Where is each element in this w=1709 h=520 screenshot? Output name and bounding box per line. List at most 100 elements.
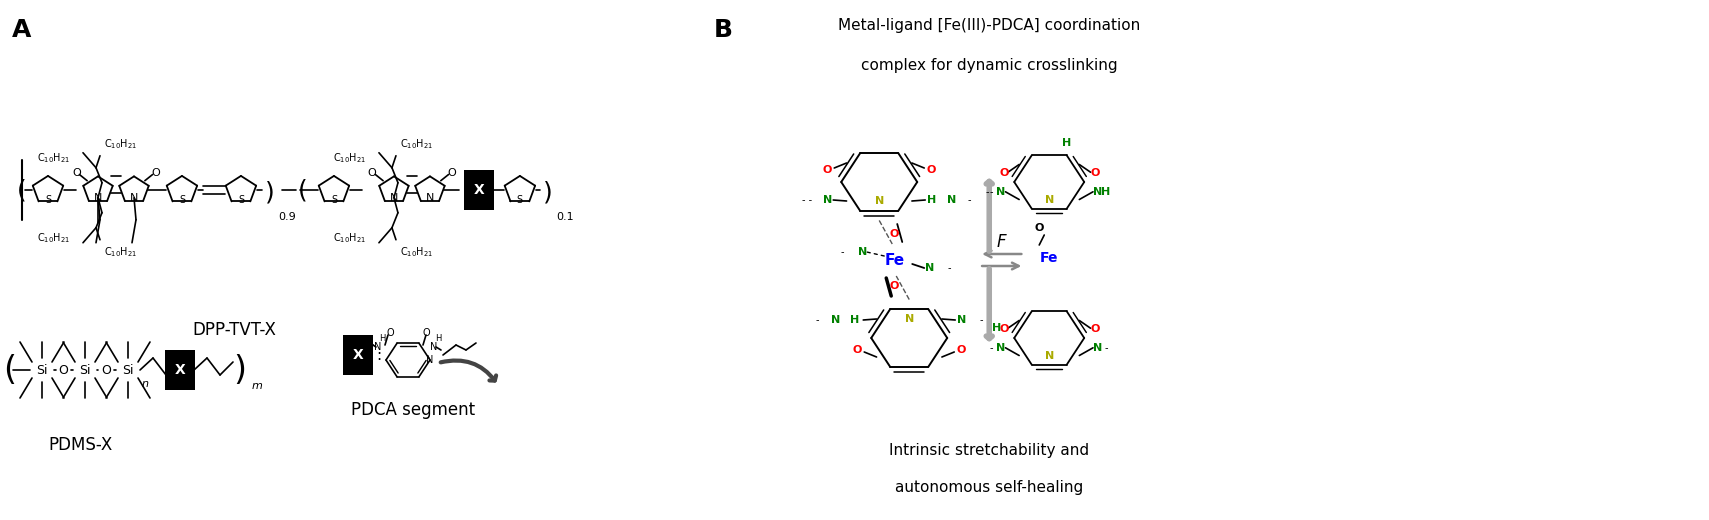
Text: ): ) <box>234 354 246 386</box>
Text: m: m <box>251 381 263 391</box>
Text: Fe: Fe <box>884 253 904 267</box>
Text: N: N <box>822 195 832 205</box>
Text: X: X <box>473 183 484 197</box>
Text: N: N <box>1044 194 1054 204</box>
Text: O: O <box>1090 324 1099 334</box>
Text: O: O <box>890 229 899 239</box>
FancyBboxPatch shape <box>463 170 494 210</box>
Text: N: N <box>1094 343 1102 353</box>
Text: $\mathrm{C_{10}H_{21}}$: $\mathrm{C_{10}H_{21}}$ <box>333 151 366 165</box>
Text: -: - <box>990 187 993 197</box>
Text: S: S <box>332 195 337 205</box>
Text: O: O <box>890 281 899 291</box>
Text: O: O <box>448 168 456 178</box>
Text: Si: Si <box>123 363 133 376</box>
Text: N: N <box>390 193 398 203</box>
Text: Si: Si <box>79 363 91 376</box>
Text: O: O <box>1034 223 1044 233</box>
Text: autonomous self-healing: autonomous self-healing <box>896 480 1084 495</box>
Text: O: O <box>1000 324 1008 334</box>
Text: N: N <box>904 314 914 324</box>
Text: N: N <box>875 196 884 206</box>
Text: $\mathrm{C_{10}H_{21}}$: $\mathrm{C_{10}H_{21}}$ <box>400 245 434 258</box>
Text: 0.1: 0.1 <box>555 212 574 222</box>
Text: A: A <box>12 18 31 42</box>
Text: N: N <box>858 247 866 257</box>
Text: H: H <box>849 315 860 325</box>
Text: O: O <box>72 168 80 178</box>
Text: Intrinsic stretchability and: Intrinsic stretchability and <box>889 443 1089 458</box>
Text: N: N <box>374 342 381 352</box>
Text: H: H <box>926 195 937 205</box>
FancyBboxPatch shape <box>166 350 195 390</box>
Text: X: X <box>352 348 364 362</box>
Text: O: O <box>152 168 161 178</box>
Text: X: X <box>174 363 185 377</box>
Text: H: H <box>993 322 1001 332</box>
Text: N: N <box>426 355 434 365</box>
Text: - -: - - <box>802 195 812 205</box>
Text: $\mathrm{C_{10}H_{21}}$: $\mathrm{C_{10}H_{21}}$ <box>36 151 70 165</box>
Text: (: ( <box>3 354 17 386</box>
Text: Metal-ligand [Fe(III)-PDCA] coordination: Metal-ligand [Fe(III)-PDCA] coordination <box>837 18 1140 33</box>
Text: :: : <box>376 347 381 362</box>
Text: Fe: Fe <box>1041 251 1058 265</box>
Text: S: S <box>516 195 523 205</box>
FancyArrowPatch shape <box>986 269 993 339</box>
Text: S: S <box>238 195 244 205</box>
Text: $\mathrm{C_{10}H_{21}}$: $\mathrm{C_{10}H_{21}}$ <box>104 245 137 258</box>
Text: H: H <box>1061 138 1072 148</box>
Text: N: N <box>996 187 1005 197</box>
Text: -: - <box>990 343 993 353</box>
Text: O: O <box>853 345 861 355</box>
Text: O: O <box>58 363 68 376</box>
Text: H: H <box>1101 187 1111 197</box>
Text: -: - <box>979 315 983 325</box>
Text: (: ( <box>17 178 27 202</box>
Text: complex for dynamic crosslinking: complex for dynamic crosslinking <box>861 58 1118 73</box>
Text: -: - <box>967 195 971 205</box>
Text: N: N <box>426 193 434 203</box>
Text: DPP-TVT-X: DPP-TVT-X <box>191 321 275 339</box>
FancyArrowPatch shape <box>441 360 496 381</box>
Text: -: - <box>841 247 844 257</box>
Text: PDMS-X: PDMS-X <box>48 436 113 454</box>
Text: S: S <box>44 195 51 205</box>
Text: O: O <box>926 165 937 175</box>
Text: O: O <box>386 328 393 338</box>
Text: -: - <box>984 187 990 197</box>
Text: N: N <box>925 263 933 273</box>
Text: O: O <box>957 345 966 355</box>
Text: ): ) <box>543 180 552 204</box>
Text: O: O <box>367 168 376 178</box>
Text: H: H <box>434 333 441 343</box>
Text: $\mathrm{C_{10}H_{21}}$: $\mathrm{C_{10}H_{21}}$ <box>36 231 70 244</box>
Text: O: O <box>822 165 832 175</box>
FancyArrowPatch shape <box>984 251 1022 257</box>
Text: N: N <box>1094 187 1102 197</box>
Text: 0.9: 0.9 <box>279 212 296 222</box>
Text: O: O <box>1090 168 1099 178</box>
Text: S: S <box>179 195 185 205</box>
FancyArrowPatch shape <box>983 263 1019 269</box>
Text: ): ) <box>265 180 275 204</box>
Text: N: N <box>831 315 839 325</box>
Text: O: O <box>422 328 429 338</box>
Text: -: - <box>947 263 950 273</box>
Text: O: O <box>1000 168 1008 178</box>
Text: N: N <box>1044 350 1054 360</box>
Text: F: F <box>996 233 1007 251</box>
Text: PDCA segment: PDCA segment <box>350 401 475 419</box>
Text: $\mathrm{C_{10}H_{21}}$: $\mathrm{C_{10}H_{21}}$ <box>333 231 366 244</box>
Text: N: N <box>996 343 1005 353</box>
Text: n: n <box>142 379 149 389</box>
Text: N: N <box>94 193 103 203</box>
Text: B: B <box>714 18 733 42</box>
Text: -: - <box>815 315 819 325</box>
Text: O: O <box>101 363 111 376</box>
Text: H: H <box>379 333 385 343</box>
Text: N: N <box>431 342 438 352</box>
Text: $\mathrm{C_{10}H_{21}}$: $\mathrm{C_{10}H_{21}}$ <box>400 137 434 151</box>
Text: N: N <box>957 315 966 325</box>
Text: -: - <box>1104 343 1107 353</box>
